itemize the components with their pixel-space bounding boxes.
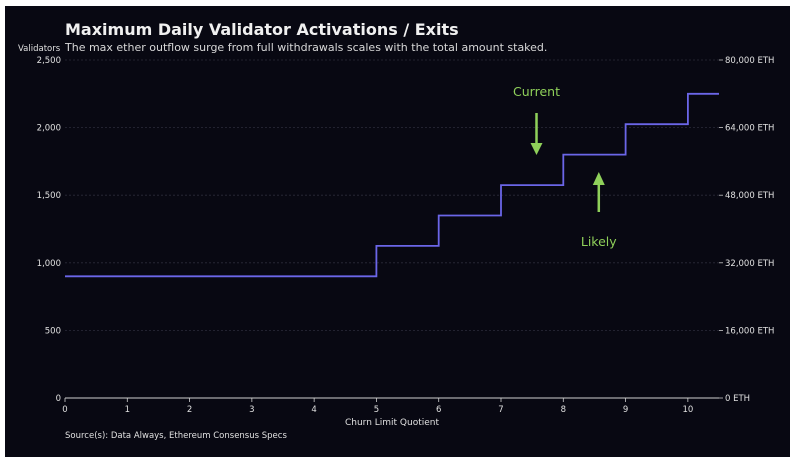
annotation-likely-arrow-head — [592, 172, 605, 185]
x-tick-label: 9 — [623, 405, 628, 415]
y2-tick-label: 64,000 ETH — [725, 124, 774, 134]
x-tick-label: 4 — [311, 405, 316, 415]
y-tick-label: 500 — [45, 326, 61, 336]
y2-tick-label: 32,000 ETH — [725, 259, 774, 269]
x-tick-label: 1 — [125, 405, 130, 415]
y2-tick-label: 16,000 ETH — [725, 326, 774, 336]
x-tick-label: 2 — [187, 405, 192, 415]
chart-subtitle: The max ether outflow surge from full wi… — [65, 41, 548, 54]
y-tick-label: 2,000 — [37, 124, 61, 134]
source-note: Source(s): Data Always, Ethereum Consens… — [65, 431, 287, 441]
chart-panel — [5, 6, 790, 457]
x-tick-label: 3 — [249, 405, 254, 415]
x-tick-label: 7 — [498, 405, 503, 415]
x-axis-label: Churn Limit Quotient — [345, 418, 440, 428]
y2-tick-label: 80,000 ETH — [725, 56, 774, 66]
series-line — [65, 92, 719, 278]
y-axis-label: Validators — [18, 44, 61, 54]
y-tick-label: 0 — [56, 394, 61, 404]
annotation-likely-label: Likely — [581, 234, 617, 249]
x-tick-label: 6 — [436, 405, 441, 415]
y-tick-label: 1,500 — [37, 191, 61, 201]
y2-tick-label: 48,000 ETH — [725, 191, 774, 201]
annotation-current-arrow-head — [530, 143, 543, 155]
y2-tick-label: 0 ETH — [725, 394, 750, 404]
annotation-current-label: Current — [513, 84, 560, 99]
chart-title: Maximum Daily Validator Activations / Ex… — [65, 20, 459, 39]
x-tick-label: 8 — [561, 405, 566, 415]
x-tick-label: 5 — [374, 405, 379, 415]
x-tick-label: 0 — [62, 405, 67, 415]
y-tick-label: 1,000 — [37, 259, 61, 269]
x-tick-label: 10 — [682, 405, 693, 415]
y-tick-label: 2,500 — [37, 56, 61, 66]
